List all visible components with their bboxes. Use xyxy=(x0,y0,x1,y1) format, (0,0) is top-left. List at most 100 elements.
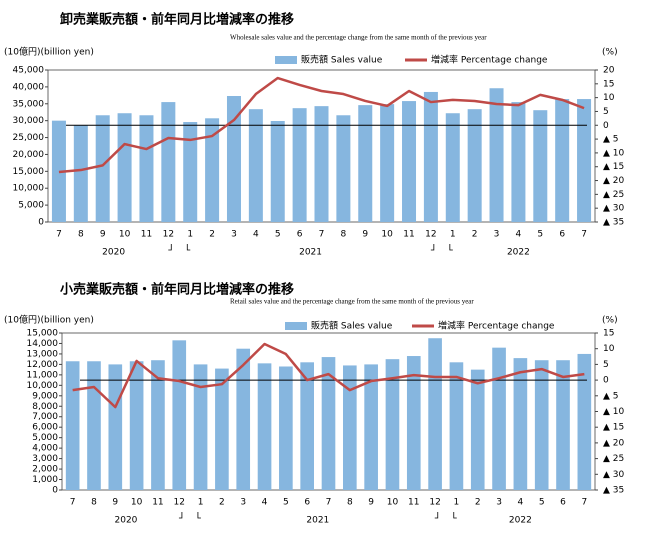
line-series xyxy=(58,76,585,174)
bar xyxy=(236,348,251,490)
x-tick-label: 10 xyxy=(381,230,393,240)
y2-tick-label: ▲ 10 xyxy=(603,407,625,417)
bar xyxy=(300,362,315,490)
y2-tick-label: ▲ 15 xyxy=(603,423,624,433)
bar xyxy=(314,106,329,222)
y-tick-label: 14,000 xyxy=(27,339,59,349)
legend-label: 増減率 Percentage change xyxy=(431,54,548,66)
chart-subtitle: Retail sales value and the percentage ch… xyxy=(230,298,474,306)
legend-swatch xyxy=(275,56,297,64)
x-tick-label: 8 xyxy=(91,498,97,508)
bar xyxy=(87,361,101,490)
x-tick-label: 6 xyxy=(304,498,310,508)
x-tick-label: 1 xyxy=(450,230,456,240)
y-tick-label: 11,000 xyxy=(27,370,59,380)
bar xyxy=(380,104,395,222)
y2-tick-label: ▲ 15 xyxy=(603,162,624,172)
x-tick-label: 9 xyxy=(112,498,118,508)
bar xyxy=(358,105,373,222)
chart-title: 卸売業販売額・前年同月比増減率の推移 xyxy=(60,12,294,28)
bar xyxy=(73,125,88,222)
y-tick-label: 1,000 xyxy=(32,475,58,485)
bar xyxy=(139,115,154,222)
bar xyxy=(513,358,528,490)
bar xyxy=(292,108,307,222)
x-tick-label: 7 xyxy=(581,230,587,240)
bar xyxy=(161,102,176,222)
bar xyxy=(577,353,592,490)
x-tick-label: 5 xyxy=(537,230,543,240)
bar xyxy=(445,113,460,222)
x-tick-label: 10 xyxy=(119,230,131,240)
legend-label: 販売額 Sales value xyxy=(311,320,393,332)
y2-tick-label: ▲ 25 xyxy=(603,190,624,200)
x-tick-label: 3 xyxy=(494,230,500,240)
bar xyxy=(108,364,123,490)
x-tick-label: 4 xyxy=(253,230,259,240)
bar xyxy=(336,115,351,222)
y-tick-label: 10,000 xyxy=(13,184,45,194)
x-tick-label: 4 xyxy=(518,498,524,508)
bar xyxy=(533,110,548,222)
bar xyxy=(129,361,144,490)
x-tick-label: 6 xyxy=(297,230,303,240)
y-tick-label: 5,000 xyxy=(32,433,58,443)
y2-tick-label: ▲ 20 xyxy=(603,176,625,186)
bar xyxy=(183,122,198,222)
y2-tick-label: 5 xyxy=(603,360,609,370)
y-tick-label: 7,000 xyxy=(32,412,58,422)
x-group-label: 2021 xyxy=(306,516,329,526)
y-tick-label: 9,000 xyxy=(32,391,58,401)
bar xyxy=(172,340,187,490)
bar xyxy=(279,366,293,490)
bar xyxy=(423,91,438,222)
bar xyxy=(385,359,400,490)
x-tick-label: 8 xyxy=(78,230,84,240)
bar xyxy=(406,356,421,490)
y-tick-label: 40,000 xyxy=(13,82,45,92)
x-group-label: 2022 xyxy=(509,516,532,526)
bar xyxy=(470,369,485,490)
bar xyxy=(270,121,285,222)
y2-tick-label: ▲ 30 xyxy=(603,470,625,480)
y-tick-label: 0 xyxy=(38,218,44,228)
bar xyxy=(257,363,272,490)
x-tick-label: 7 xyxy=(70,498,76,508)
y2-tick-label: 15 xyxy=(603,79,614,89)
x-tick-label: 1 xyxy=(198,498,204,508)
y-tick-label: 25,000 xyxy=(13,133,45,143)
x-group-label: 2022 xyxy=(507,248,530,258)
x-tick-label: 2 xyxy=(472,230,478,240)
y-tick-label: 12,000 xyxy=(27,360,59,370)
y2-axis-label: (%) xyxy=(602,316,618,326)
bar xyxy=(95,115,110,222)
x-tick-label: 4 xyxy=(516,230,522,240)
x-tick-label: 10 xyxy=(387,498,399,508)
bar xyxy=(555,99,570,222)
bar xyxy=(117,113,132,222)
y2-tick-label: ▲ 30 xyxy=(603,204,625,214)
x-tick-label: 3 xyxy=(496,498,502,508)
y-tick-label: 20,000 xyxy=(13,150,45,160)
x-tick-label: 1 xyxy=(187,230,193,240)
x-tick-label: 5 xyxy=(275,230,281,240)
x-tick-label: 11 xyxy=(141,230,152,240)
x-tick-label: 7 xyxy=(581,498,587,508)
bar xyxy=(226,96,241,222)
y-tick-label: 15,000 xyxy=(27,329,59,339)
x-tick-label: 12 xyxy=(425,230,436,240)
x-tick-label: 12 xyxy=(163,230,174,240)
x-tick-label: 9 xyxy=(368,498,374,508)
y-tick-label: 5,000 xyxy=(18,201,44,211)
bar xyxy=(193,364,208,490)
bar xyxy=(467,109,482,222)
bar xyxy=(65,361,80,490)
y2-tick-label: 15 xyxy=(603,329,614,339)
bar xyxy=(248,109,263,222)
x-tick-label: 8 xyxy=(341,230,347,240)
y-axis-label: (10億円)(billion yen) xyxy=(4,46,94,58)
y2-tick-label: ▲ 35 xyxy=(603,218,624,228)
y2-tick-label: 0 xyxy=(603,121,609,131)
group-bracket xyxy=(178,512,201,519)
